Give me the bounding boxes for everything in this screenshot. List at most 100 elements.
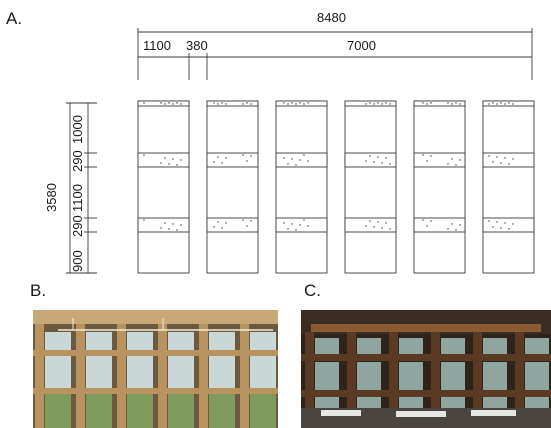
- window-pane: [250, 356, 276, 388]
- aggregate-dot: [164, 222, 166, 224]
- window-pane: [250, 332, 276, 350]
- aggregate-dot: [500, 102, 502, 104]
- aggregate-dot: [430, 102, 432, 104]
- aggregate-dot: [143, 102, 145, 104]
- aggregate-dot: [512, 158, 514, 160]
- aggregate-dot: [377, 221, 379, 223]
- aggregate-dot: [246, 225, 248, 227]
- window-pane: [168, 394, 194, 428]
- timber-column: [347, 332, 356, 410]
- height-label-1100: 1100: [70, 184, 85, 212]
- concrete-band: [482, 217, 535, 233]
- window-pane: [357, 362, 381, 390]
- concrete-band: [413, 152, 466, 168]
- aggregate-dot: [365, 103, 367, 105]
- aggregate-dot: [389, 103, 391, 105]
- aggregate-dot: [180, 159, 182, 161]
- window-pane: [250, 394, 276, 428]
- height-label-290-top: 290: [70, 150, 85, 172]
- timber-beam: [301, 390, 551, 397]
- concrete-band: [137, 217, 190, 233]
- aggregate-dot: [221, 227, 223, 229]
- height-label-1000: 1000: [70, 115, 85, 144]
- aggregate-dot: [299, 102, 301, 104]
- window-pane: [209, 356, 235, 388]
- aggregate-dot: [250, 155, 252, 157]
- aggregate-dot: [508, 102, 510, 104]
- aggregate-dot: [283, 102, 285, 104]
- aggregate-dot: [143, 219, 145, 221]
- aggregate-dot: [160, 162, 162, 164]
- aggregate-dot: [512, 103, 514, 105]
- aggregate-dot: [422, 219, 424, 221]
- window-pane: [441, 396, 465, 410]
- aggregate-dot: [455, 229, 457, 231]
- interior-photo-furnished: [301, 310, 551, 428]
- aggregate-dot: [455, 164, 457, 166]
- facade-column: [344, 100, 397, 274]
- window-pane: [45, 356, 71, 388]
- window-pane: [483, 338, 507, 354]
- concrete-band: [275, 217, 328, 233]
- aggregate-dot: [225, 157, 227, 159]
- aggregate-dot: [381, 162, 383, 164]
- aggregate-dot: [160, 227, 162, 229]
- concrete-band: [206, 100, 259, 107]
- aggregate-dot: [217, 221, 219, 223]
- aggregate-dot: [447, 228, 449, 230]
- aggregate-dot: [422, 154, 424, 156]
- aggregate-dot: [369, 155, 371, 157]
- aggregate-dot: [176, 229, 178, 231]
- aggregate-dot: [377, 156, 379, 158]
- aggregate-dot: [459, 103, 461, 105]
- aggregate-dot: [389, 228, 391, 230]
- window-pane: [525, 338, 549, 354]
- window-pane: [441, 338, 465, 354]
- aggregate-dot: [504, 157, 506, 159]
- aggregate-dot: [250, 220, 252, 222]
- window-pane: [483, 396, 507, 410]
- aggregate-dot: [164, 157, 166, 159]
- concrete-band: [344, 217, 397, 233]
- aggregate-dot: [488, 103, 490, 105]
- aggregate-dot: [299, 159, 301, 161]
- window-pane: [86, 332, 112, 350]
- aggregate-dot: [143, 154, 145, 156]
- window-pane: [45, 332, 71, 350]
- facade-column: [275, 100, 328, 274]
- aggregate-dot: [385, 222, 387, 224]
- aggregate-dot: [422, 102, 424, 104]
- timber-column: [473, 332, 482, 410]
- aggregate-dot: [295, 103, 297, 105]
- overall-width-label: 8480: [317, 10, 346, 25]
- window-pane: [86, 394, 112, 428]
- timber-column: [35, 324, 44, 428]
- timber-column: [117, 324, 126, 428]
- aggregate-dot: [369, 102, 371, 104]
- window-pane: [127, 394, 153, 428]
- aggregate-dot: [213, 102, 215, 104]
- concrete-band: [482, 152, 535, 168]
- aggregate-dot: [365, 225, 367, 227]
- panel-a-label: A.: [6, 9, 23, 28]
- aggregate-dot: [172, 103, 174, 105]
- aggregate-dot: [225, 103, 227, 105]
- aggregate-dot: [176, 164, 178, 166]
- facade-column: [137, 100, 190, 274]
- window-pane: [483, 362, 507, 390]
- aggregate-dot: [307, 160, 309, 162]
- aggregate-dot: [389, 163, 391, 165]
- aggregate-dot: [213, 226, 215, 228]
- aggregate-dot: [496, 156, 498, 158]
- window-pane: [168, 332, 194, 350]
- aggregate-dot: [242, 103, 244, 105]
- aggregate-dot: [508, 163, 510, 165]
- aggregate-dot: [307, 225, 309, 227]
- aggregate-dot: [303, 219, 305, 221]
- dimension-label-380: 380: [186, 38, 208, 53]
- aggregate-dot: [160, 102, 162, 104]
- window-pane: [86, 356, 112, 388]
- timber-column: [76, 324, 85, 428]
- aggregate-dot: [488, 220, 490, 222]
- aggregate-dot: [381, 103, 383, 105]
